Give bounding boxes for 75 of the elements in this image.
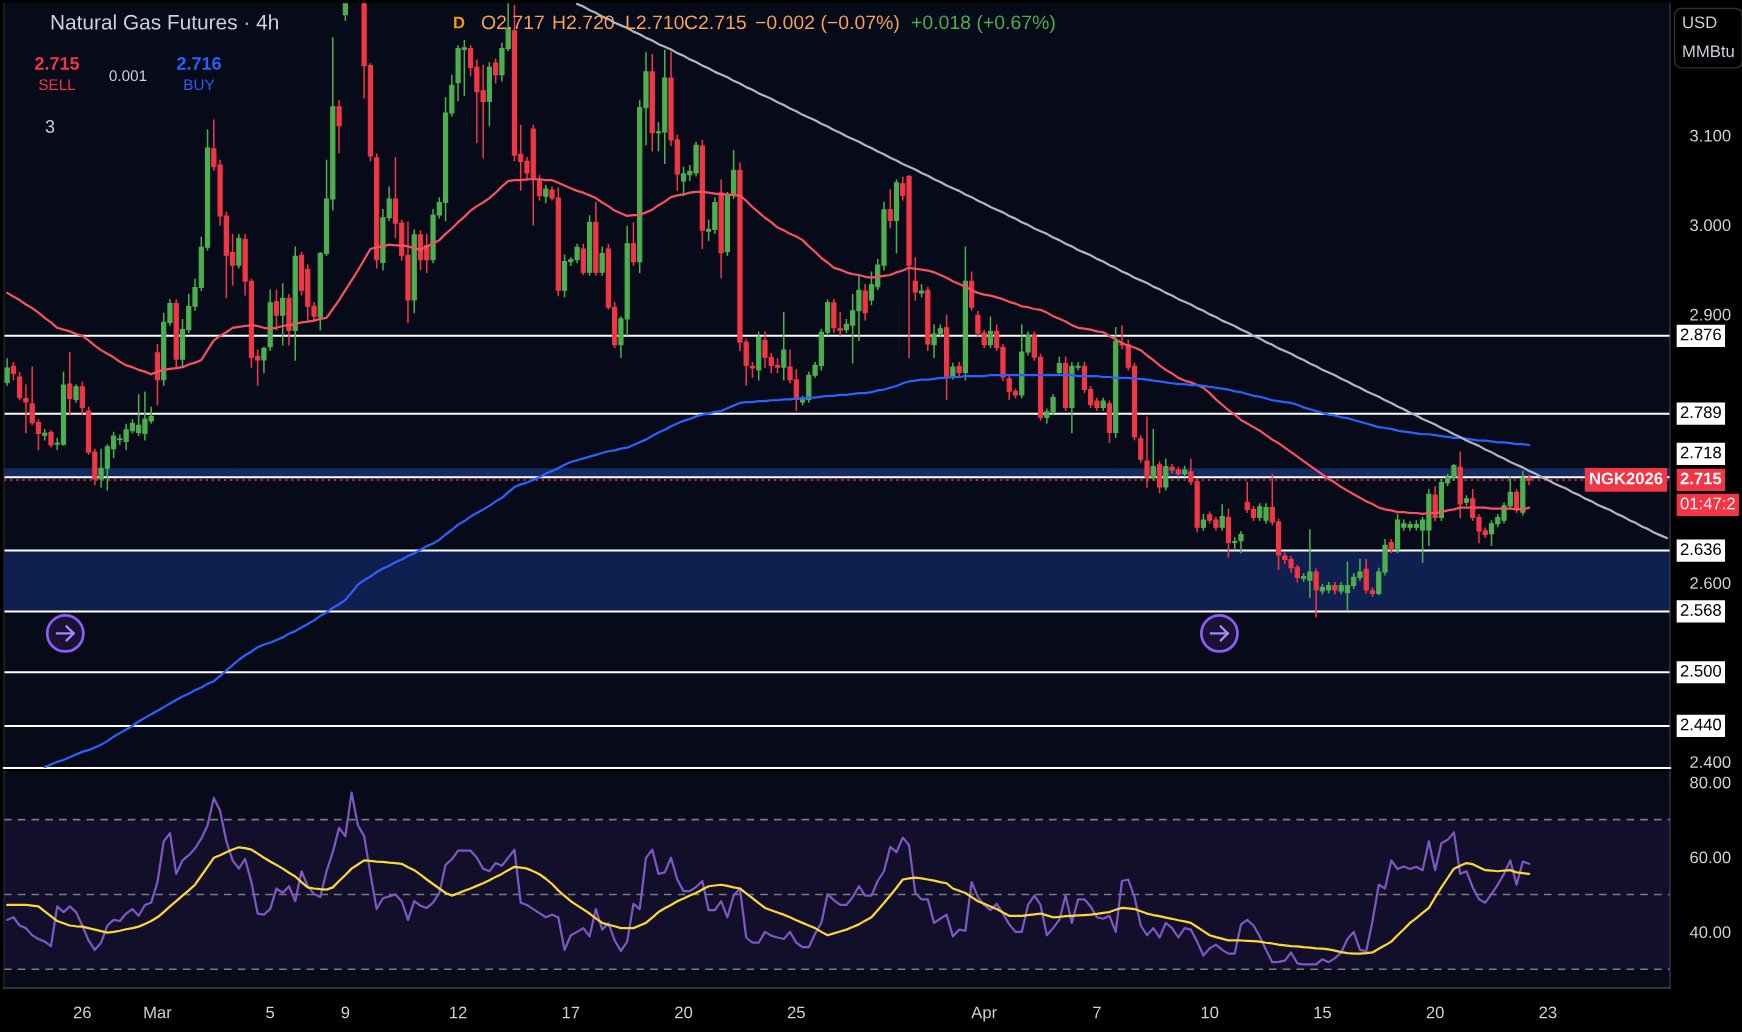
candlestick [1163, 458, 1169, 491]
annotation: C2.715 [684, 15, 746, 30]
candlestick [580, 243, 586, 275]
x-tick-label: 9 [341, 1006, 350, 1019]
candlestick [261, 346, 267, 374]
annotation: NGK2026 [1590, 472, 1663, 485]
candlestick [1238, 531, 1244, 554]
annotation: 2.715 [35, 57, 80, 70]
candlestick [79, 381, 85, 416]
x-tick-label: 10 [1201, 1006, 1219, 1019]
candlestick [1313, 568, 1319, 618]
y-tick-label: 3.000 [1690, 219, 1731, 232]
annotation: 0.001 [109, 70, 147, 82]
ref-line-label: 2.568 [1680, 604, 1721, 616]
candlestick [1156, 461, 1163, 494]
annotation: SELL [39, 79, 76, 91]
candlestick [67, 352, 73, 416]
ref-line-label: 2.876 [1680, 328, 1721, 341]
candlestick [862, 284, 868, 321]
x-tick-label: Apr [971, 1006, 997, 1022]
chart-title: Natural Gas Futures · 4h [51, 14, 278, 30]
candlestick [837, 311, 843, 336]
candlestick [1150, 429, 1156, 481]
ref-line-label: 2.789 [1680, 406, 1721, 419]
x-tick-label: 12 [450, 1006, 467, 1019]
candlestick [493, 58, 499, 84]
x-tick-label: 7 [1093, 1006, 1101, 1019]
candlestick [1432, 486, 1438, 521]
candlestick [599, 246, 605, 276]
candlestick [280, 283, 286, 346]
candlestick [1138, 435, 1144, 463]
x-tick-label: 26 [73, 1006, 91, 1019]
candlestick [23, 384, 29, 434]
annotation: −0.002 (−0.07%) [755, 14, 899, 34]
x-tick-label: 15 [1314, 1006, 1331, 1019]
annotation: +0.018 (+0.67%) [911, 14, 1055, 34]
y-tick-label: 2.400 [1690, 756, 1731, 768]
ref-line-label: 2.715 [1680, 472, 1722, 485]
ref-line-label: 2.718 [1680, 446, 1721, 459]
candlestick [987, 316, 994, 349]
annotation: 2.716 [177, 57, 221, 70]
candlestick [630, 222, 637, 266]
candlestick [17, 371, 23, 401]
y-axis-title: USD MMBtu [1683, 16, 1734, 58]
y-tick-label: 80.00 [1690, 776, 1731, 789]
x-tick-label: 23 [1539, 1006, 1557, 1019]
x-tick-label: Mar [144, 1006, 172, 1019]
candlestick [1219, 504, 1225, 531]
x-tick-label: 25 [787, 1006, 805, 1019]
line-series [6, 846, 1531, 955]
y-tick-label: 40.00 [1689, 926, 1731, 939]
annotation: 3 [45, 120, 55, 133]
candlestick [887, 189, 893, 229]
text: 01:47:2 [1680, 497, 1735, 510]
line-series [6, 791, 1531, 966]
y-tick-label: 2.600 [1690, 577, 1731, 589]
annotation: D [454, 16, 465, 29]
y-tick-label: 2.900 [1690, 308, 1731, 321]
candlestick [912, 257, 918, 301]
candlestick [273, 289, 280, 331]
candlestick [4, 358, 10, 386]
annotation: BUY [184, 79, 215, 91]
ref-line-label: 2.636 [1680, 543, 1721, 556]
candlestick [336, 99, 342, 154]
x-tick-label: 20 [1426, 1006, 1444, 1019]
x-tick-label: 20 [675, 1006, 693, 1019]
x-tick-label: 17 [562, 1006, 580, 1019]
annotation: H2.720 [553, 15, 614, 30]
annotation: L2.710 [626, 15, 684, 30]
ref-line-label: 2.440 [1680, 718, 1722, 731]
y-tick-label: 60.00 [1690, 851, 1731, 864]
ref-line-label: 2.500 [1680, 664, 1722, 677]
y-tick-label: 3.100 [1690, 129, 1731, 142]
x-tick-label: 5 [266, 1006, 275, 1019]
candlestick [781, 311, 787, 381]
